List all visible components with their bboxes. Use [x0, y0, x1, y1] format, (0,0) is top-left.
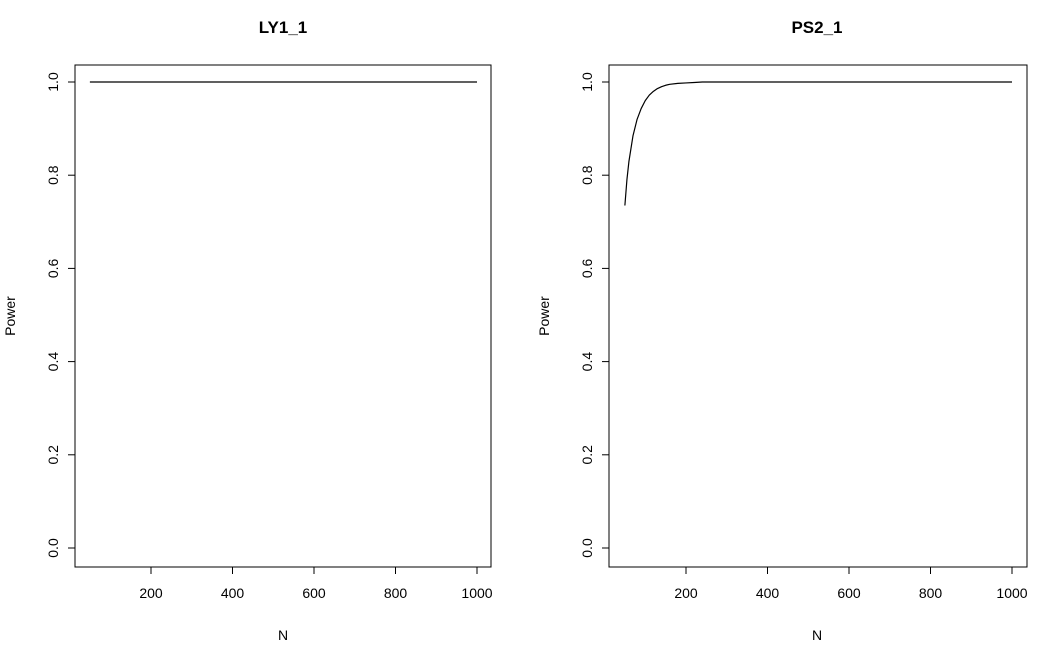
- x-axis-label: N: [278, 627, 288, 643]
- x-tick-label: 200: [674, 585, 698, 601]
- y-tick-label: 0.0: [45, 538, 61, 558]
- chart-title: LY1_1: [259, 18, 308, 37]
- x-tick-label: 1000: [461, 585, 492, 601]
- chart-panel-ly1-1: LY1_1 N Power 200 400 600 800 1000 0.0 0.2 0.4…: [2, 18, 493, 643]
- y-tick-label: 0.4: [579, 352, 595, 372]
- y-tick-label: 0.6: [579, 258, 595, 278]
- y-tick-label: 0.0: [579, 538, 595, 558]
- y-tick-label: 1.0: [579, 72, 595, 92]
- x-tick-label: 800: [384, 585, 408, 601]
- y-axis: 0.0 0.2 0.4 0.6 0.8 1.0: [45, 72, 76, 558]
- y-tick-label: 1.0: [45, 72, 61, 92]
- x-tick-label: 1000: [996, 585, 1027, 601]
- chart-title: PS2_1: [791, 18, 842, 37]
- x-axis-label: N: [812, 627, 822, 643]
- y-tick-label: 0.8: [45, 165, 61, 185]
- x-axis: 200 400 600 800 1000: [139, 566, 493, 601]
- y-tick-label: 0.2: [45, 445, 61, 465]
- x-tick-label: 600: [837, 585, 861, 601]
- y-axis: 0.0 0.2 0.4 0.6 0.8 1.0: [579, 72, 610, 558]
- x-tick-label: 600: [302, 585, 326, 601]
- x-tick-label: 800: [919, 585, 943, 601]
- y-axis-label: Power: [536, 296, 552, 336]
- y-tick-label: 0.6: [45, 258, 61, 278]
- y-tick-label: 0.4: [45, 352, 61, 372]
- plot-frame: [608, 64, 1028, 568]
- y-tick-label: 0.2: [579, 445, 595, 465]
- chart-panel-ps2-1: PS2_1 N Power 200 400 600 800 1000 0.0 0.2 0.4…: [536, 18, 1028, 643]
- x-tick-label: 400: [756, 585, 780, 601]
- y-tick-label: 0.8: [579, 165, 595, 185]
- plot-frame: [74, 64, 492, 568]
- x-axis: 200 400 600 800 1000: [674, 566, 1028, 601]
- y-axis-label: Power: [2, 296, 18, 336]
- x-tick-label: 200: [139, 585, 163, 601]
- series-line: [624, 81, 1012, 206]
- series-layer: [624, 81, 1012, 206]
- x-tick-label: 400: [221, 585, 245, 601]
